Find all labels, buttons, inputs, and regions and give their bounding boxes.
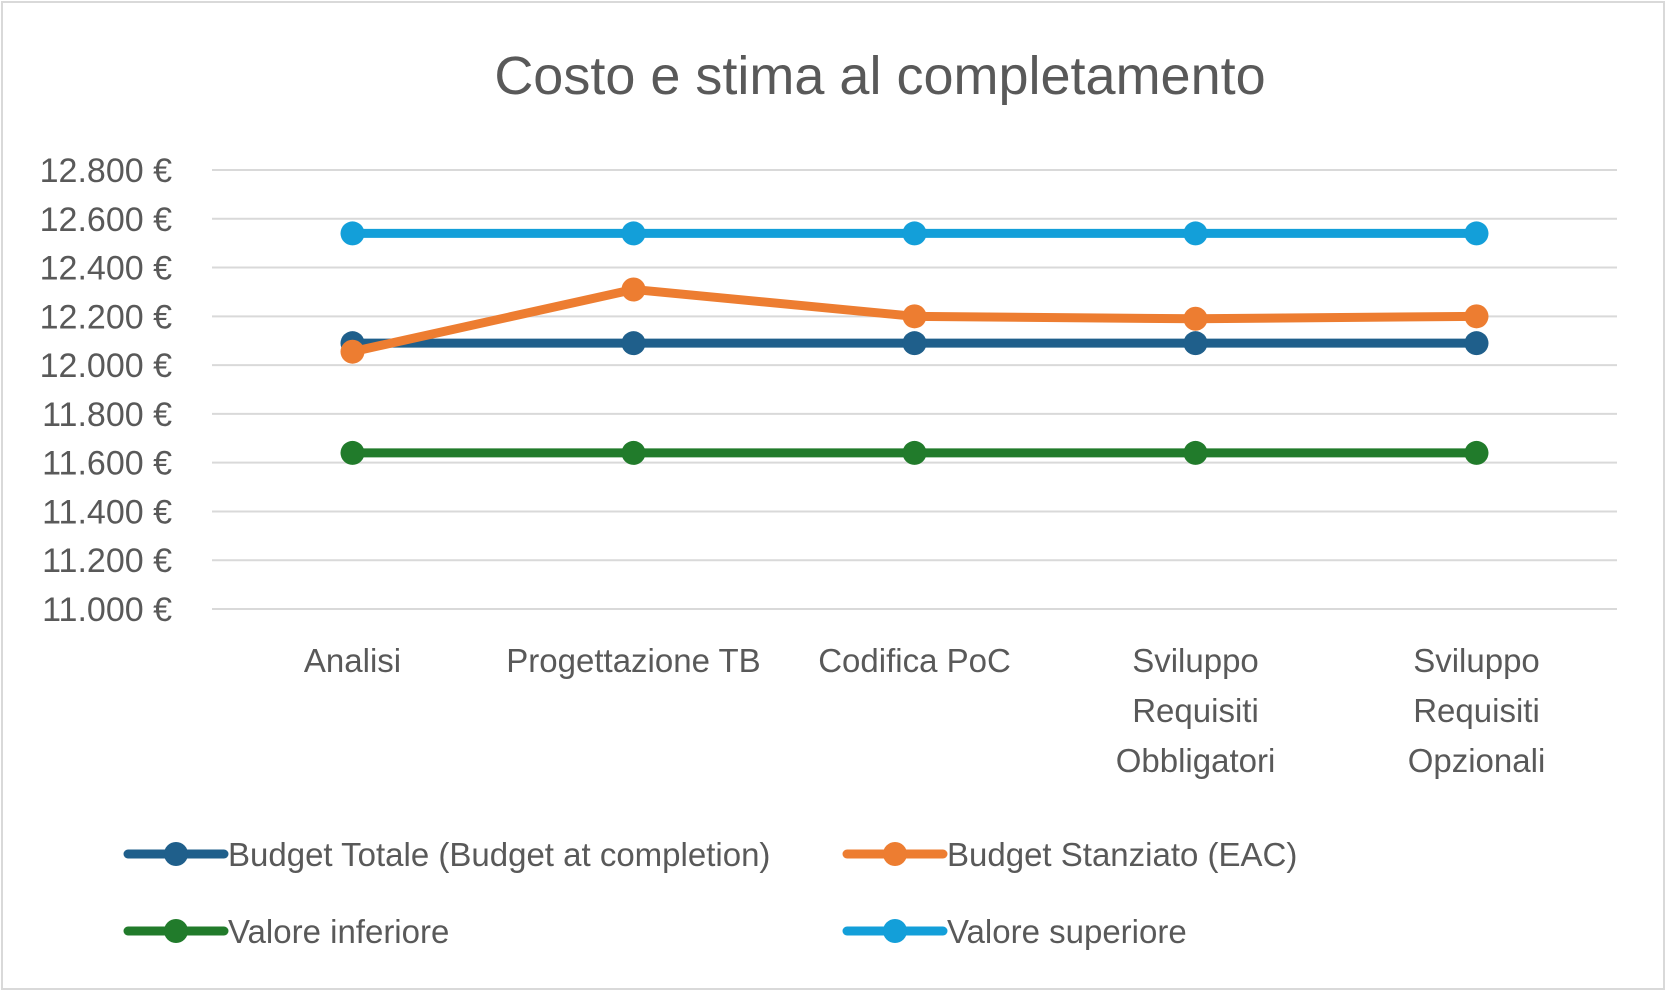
y-axis-ticks: 11.000 € 11.200 € 11.400 € 11.600 € 11.800 €… [40, 152, 172, 629]
legend-item: Valore inferiore [123, 913, 449, 950]
data-point [1464, 304, 1489, 329]
data-point [1183, 221, 1208, 246]
x-category-label: Sviluppo Requisiti Opzionali [1408, 642, 1546, 779]
y-tick-label: 12.600 € [40, 201, 172, 239]
x-category-label: Codifica PoC [818, 642, 1011, 679]
series-0 [340, 331, 1489, 356]
legend-item: Budget Stanziato (EAC) [842, 836, 1297, 873]
data-point [340, 221, 365, 246]
data-point [621, 440, 646, 465]
y-tick-label: 11.200 € [42, 542, 172, 580]
series-3 [340, 221, 1489, 246]
y-tick-label: 11.400 € [42, 493, 172, 531]
legend-swatch-marker [883, 919, 907, 943]
legend-item: Valore superiore [842, 913, 1187, 950]
series-lines [340, 221, 1489, 465]
y-tick-label: 12.400 € [40, 250, 172, 288]
data-point [1464, 221, 1489, 246]
legend-label: Budget Totale (Budget at completion) [228, 836, 770, 873]
legend-swatch-marker [164, 919, 188, 943]
legend-label: Budget Stanziato (EAC) [947, 836, 1297, 873]
x-category-label-line: Progettazione TB [506, 642, 760, 679]
y-tick-label: 11.600 € [42, 445, 172, 483]
data-point [1464, 440, 1489, 465]
x-axis-categories: Analisi Progettazione TB Codifica PoC Svilu… [304, 642, 1545, 779]
x-category-label: Progettazione TB [506, 642, 760, 679]
data-point [902, 440, 927, 465]
y-tick-label: 12.200 € [40, 298, 172, 336]
y-tick-label: 11.800 € [42, 396, 172, 434]
data-point [902, 304, 927, 329]
series-2 [340, 440, 1489, 465]
legend-swatch-marker [883, 842, 907, 866]
legend: Budget Totale (Budget at completion) Budg… [123, 836, 1297, 950]
y-tick-label: 12.800 € [40, 152, 172, 190]
data-point [1183, 440, 1208, 465]
x-category-label-line: Obbligatori [1116, 742, 1276, 779]
chart-title: Costo e stima al completamento [494, 46, 1265, 106]
data-point [1183, 331, 1208, 356]
data-point [1183, 306, 1208, 331]
x-category-label-line: Analisi [304, 642, 401, 679]
legend-label: Valore inferiore [228, 913, 449, 950]
x-category-label-line: Requisiti [1413, 692, 1540, 729]
legend-label: Valore superiore [947, 913, 1187, 950]
x-category-label-line: Codifica PoC [818, 642, 1011, 679]
x-category-label: Sviluppo Requisiti Obbligatori [1116, 642, 1276, 779]
x-category-label-line: Sviluppo [1132, 642, 1259, 679]
data-point [902, 221, 927, 246]
data-point [1464, 331, 1489, 356]
data-point [621, 331, 646, 356]
data-point [340, 440, 365, 465]
data-point [621, 221, 646, 246]
x-category-label: Analisi [304, 642, 401, 679]
data-point [621, 277, 646, 302]
x-category-label-line: Opzionali [1408, 742, 1546, 779]
data-point [902, 331, 927, 356]
y-tick-label: 11.000 € [42, 591, 172, 629]
legend-item: Budget Totale (Budget at completion) [123, 836, 770, 873]
y-tick-label: 12.000 € [40, 347, 172, 385]
legend-swatch-marker [164, 842, 188, 866]
series-1 [340, 277, 1489, 364]
x-category-label-line: Requisiti [1132, 692, 1259, 729]
data-point [340, 339, 365, 364]
x-category-label-line: Sviluppo [1413, 642, 1540, 679]
